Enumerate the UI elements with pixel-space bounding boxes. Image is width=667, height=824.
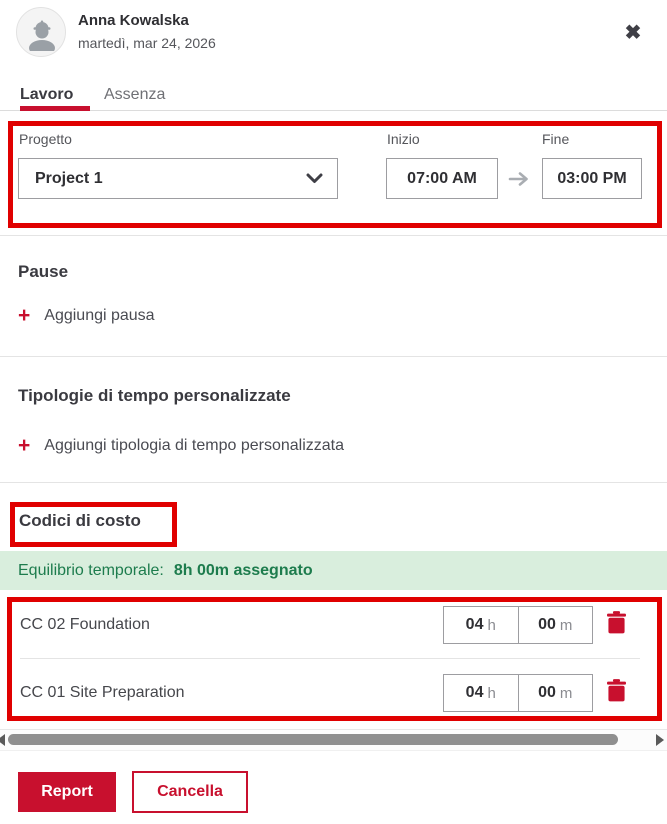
hours-value: 04 [465,684,484,701]
trash-icon [606,611,626,634]
end-time-label: Fine [542,131,570,147]
hours-unit: h [487,684,496,702]
arrow-right-icon [508,171,530,192]
minutes-value: 00 [538,616,556,633]
entry-date: martedì, mar 24, 2026 [78,35,216,51]
close-button[interactable]: ✖ [616,16,650,50]
project-select-value: Project 1 [35,169,103,187]
delete-cost-code-button[interactable] [604,611,628,637]
divider [20,658,640,659]
minutes-unit: m [559,616,573,634]
start-time-label: Inizio [387,131,420,147]
tab-assenza[interactable]: Assenza [104,86,166,103]
cost-codes-section-title: Codici di costo [19,511,141,530]
end-time-input[interactable]: 03:00 PM [542,158,642,199]
divider [0,235,667,236]
minutes-input[interactable]: 00 m [517,607,593,643]
divider [0,482,667,483]
plus-icon: + [18,434,31,457]
hours-input[interactable]: 04 h [444,607,518,643]
time-balance-banner: Equilibrio temporale: 8h 00m assegnato [0,551,667,590]
hours-value: 04 [465,616,484,633]
add-custom-time-label: Aggiungi tipologia di tempo personalizza… [44,437,345,454]
breaks-section-title: Pause [18,262,69,281]
cost-code-name: CC 01 Site Preparation [20,684,185,701]
project-select[interactable]: Project 1 [18,158,338,199]
duration-input-group: 04 h 00 m [443,674,593,712]
plus-icon: + [18,304,31,327]
trash-icon [606,679,626,702]
custom-time-section-title: Tipologie di tempo personalizzate [18,386,291,405]
cost-code-name: CC 02 Foundation [20,616,150,633]
add-break-label: Aggiungi pausa [44,307,155,324]
worker-avatar [16,7,66,57]
tab-bar: Lavoro Assenza [0,84,667,111]
add-custom-time-button[interactable]: + Aggiungi tipologia di tempo personaliz… [18,434,345,457]
time-balance-label: Equilibrio temporale: [18,561,164,579]
add-break-button[interactable]: + Aggiungi pausa [18,304,155,327]
delete-cost-code-button[interactable] [604,679,628,705]
scroll-left-arrow-icon[interactable] [0,734,5,746]
construction-worker-icon [29,20,55,51]
cancel-button[interactable]: Cancella [132,771,248,813]
project-label: Progetto [19,131,72,147]
time-balance-value: 8h 00m assegnato [173,561,313,579]
divider [0,356,667,357]
close-icon: ✖ [624,22,642,44]
hours-input[interactable]: 04 h [444,675,518,711]
minutes-value: 00 [538,684,556,701]
hours-unit: h [487,616,496,634]
person-name: Anna Kowalska [78,12,189,29]
tab-lavoro[interactable]: Lavoro [20,86,74,103]
minutes-input[interactable]: 00 m [517,675,593,711]
scroll-right-arrow-icon[interactable] [656,734,664,746]
chevron-down-icon [306,173,323,183]
horizontal-scrollbar-thumb[interactable] [8,734,618,745]
report-button[interactable]: Report [18,772,116,812]
start-time-input[interactable]: 07:00 AM [386,158,498,199]
minutes-unit: m [559,684,573,702]
active-tab-indicator [20,106,90,111]
duration-input-group: 04 h 00 m [443,606,593,644]
